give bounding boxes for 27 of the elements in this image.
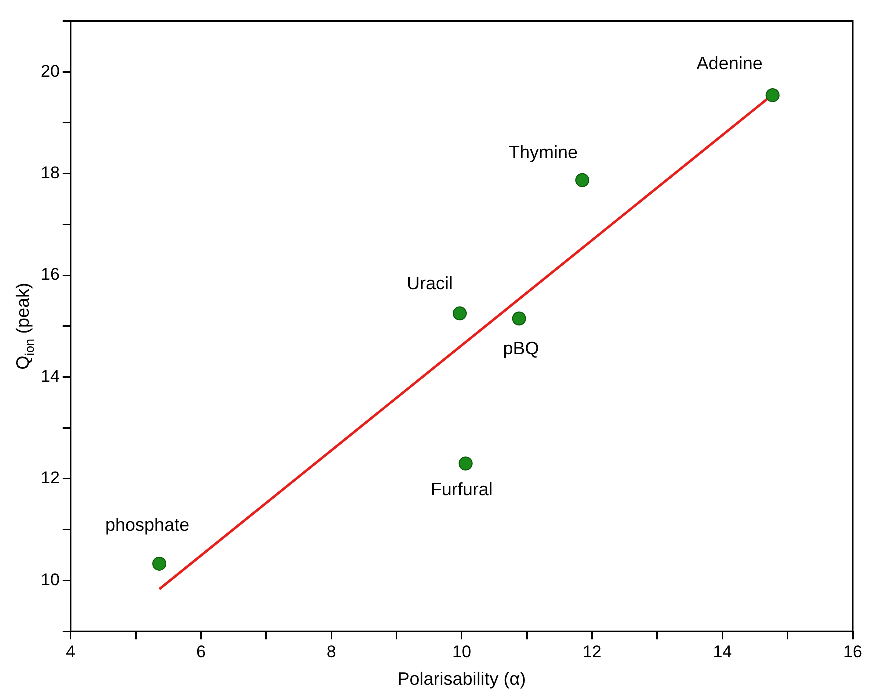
- point: [576, 173, 590, 188]
- y-tick-label: 10: [40, 570, 60, 590]
- point: [453, 306, 467, 321]
- y-tick-label: 16: [40, 265, 60, 284]
- y-tick-label: 14: [40, 366, 60, 386]
- annotation: Adenine: [696, 53, 763, 74]
- annotation: Furfural: [430, 480, 493, 500]
- annotation: pBQ: [503, 338, 540, 359]
- x-tick-label: 16: [844, 642, 862, 662]
- x-tick-label: 10: [452, 642, 472, 662]
- annotation: Thymine: [509, 142, 578, 162]
- point: [458, 456, 473, 471]
- annotation: phosphate: [106, 514, 190, 535]
- x-tick-label: 6: [196, 642, 206, 662]
- annotation: Uracil: [406, 274, 454, 294]
- x-tick-label: 14: [713, 642, 732, 662]
- x-axis-title: Polarisability (α): [398, 668, 526, 689]
- y-tick-label: 20: [40, 62, 60, 81]
- y-tick-label: 12: [40, 468, 60, 488]
- y-tick-label: 18: [40, 163, 60, 182]
- x-tick-label: 8: [326, 642, 336, 662]
- x-tick-label: 4: [66, 642, 76, 662]
- point: [512, 312, 526, 326]
- y-axis-title: Qion (peak): [12, 282, 37, 370]
- point: [766, 88, 780, 102]
- x-tick-label: 12: [582, 642, 602, 662]
- point: [152, 556, 167, 571]
